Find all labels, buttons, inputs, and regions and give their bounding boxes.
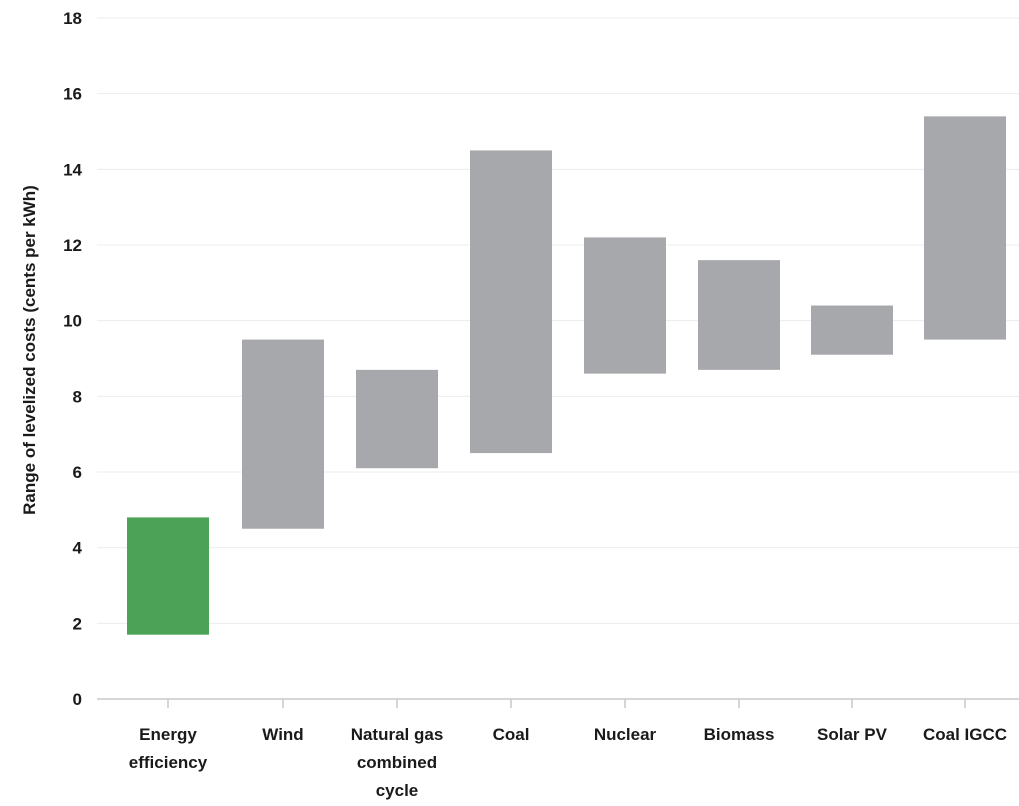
x-tick-label: Coal IGCC: [923, 725, 1007, 744]
y-tick-label: 6: [73, 463, 82, 482]
x-tick-label: Biomass: [704, 725, 775, 744]
axes: [97, 698, 1019, 708]
x-tick-label: Solar PV: [817, 725, 888, 744]
y-tick-label: 4: [73, 539, 83, 558]
y-tick-label: 8: [73, 387, 82, 406]
y-tick-label: 0: [73, 690, 82, 709]
y-tick-label: 2: [73, 614, 82, 633]
y-tick-label: 10: [63, 312, 82, 331]
x-tick-label: Energy efficiency: [129, 725, 208, 772]
y-axis-title: Range of levelized costs (cents per kWh): [20, 185, 39, 515]
range-bar: [924, 116, 1006, 340]
x-tick-label: Coal: [493, 725, 530, 744]
range-bar: [356, 369, 438, 469]
y-tick-label: 18: [63, 9, 82, 28]
y-tick-label: 14: [63, 160, 82, 179]
range-bar: [698, 260, 780, 370]
y-tick-label: 12: [63, 236, 82, 255]
range-bar: [584, 237, 666, 374]
x-tick-label: Natural gas combined cycle: [351, 725, 444, 800]
x-tick-label: Nuclear: [594, 725, 657, 744]
range-bar: [470, 150, 552, 454]
range-bar: [242, 339, 324, 529]
labels: 0 2 4 6 8 10 12 14 16 18 Energy efficiency Wind Natur…: [63, 9, 1007, 800]
range-bar: [127, 517, 209, 635]
range-bar: [811, 305, 893, 355]
bars: [127, 116, 1006, 635]
x-tick-label: Wind: [262, 725, 303, 744]
y-tick-label: 16: [63, 85, 82, 104]
